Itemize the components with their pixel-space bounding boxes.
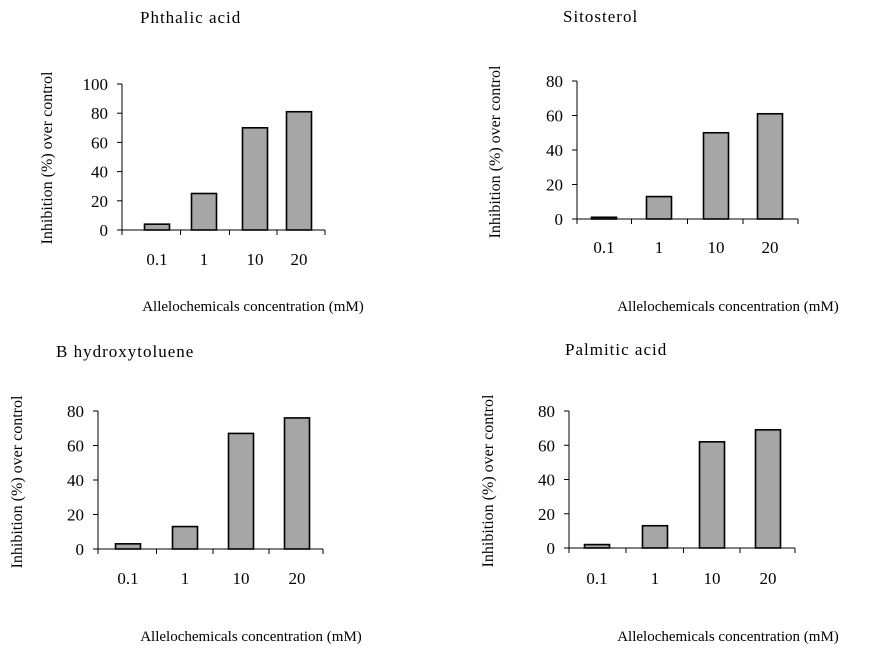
chart-4-bar-0 bbox=[583, 543, 611, 549]
chart-4-y-tick-label-2: 40 bbox=[538, 471, 555, 490]
chart-1-y-tick-label-1: 20 bbox=[91, 192, 108, 211]
chart-4-x-axis-label: Allelochemicals concentration (mM) bbox=[617, 629, 839, 645]
chart-2-title: Sitosterol bbox=[563, 7, 638, 26]
chart-3-x-tick-label-2: 10 bbox=[233, 569, 250, 588]
chart-3-y-tick-label-4: 80 bbox=[67, 402, 84, 421]
chart-2-y-tick-label-2: 40 bbox=[546, 141, 563, 160]
chart-2-y-tick-label-4: 80 bbox=[546, 72, 563, 91]
chart-3-x-tick-label-1: 1 bbox=[181, 569, 190, 588]
chart-3-bar-0 bbox=[114, 543, 142, 550]
chart-2-x-tick-label-1: 1 bbox=[655, 238, 664, 257]
chart-4-y-tick-label-3: 60 bbox=[538, 436, 555, 455]
chart-1-x-tick-label-3: 20 bbox=[291, 250, 308, 269]
chart-2: Sitosterol 0 20 40 60 80 0.1 1 10 20 Inhibition (%… bbox=[487, 7, 839, 315]
chart-2-y-axis-label: Inhibition (%) over control bbox=[487, 65, 504, 238]
chart-3-x-tick-label-0: 0.1 bbox=[117, 569, 138, 588]
chart-1-x-tick-label-0: 0.1 bbox=[146, 250, 167, 269]
chart-3-y-axis-label: Inhibition (%) over control bbox=[9, 395, 26, 568]
chart-1-x-tick-label-2: 10 bbox=[247, 250, 264, 269]
chart-2-x-axis-label: Allelochemicals concentration (mM) bbox=[617, 299, 839, 315]
chart-4: Palmitic acid 0 20 40 60 80 0.1 1 10 20 Inhibition… bbox=[480, 340, 839, 645]
chart-1-y-tick-label-4: 80 bbox=[91, 104, 108, 123]
chart-1-y-tick-label-0: 0 bbox=[100, 221, 109, 240]
chart-1: Phthalic acid 0 20 40 60 80 100 0.1 1 10 20 Inhibit… bbox=[39, 8, 364, 315]
chart-4-x-tick-label-0: 0.1 bbox=[586, 569, 607, 588]
chart-1-y-tick-label-5: 100 bbox=[83, 75, 109, 94]
chart-3-x-axis-label: Allelochemicals concentration (mM) bbox=[140, 629, 362, 645]
chart-3-x-tick-label-3: 20 bbox=[289, 569, 306, 588]
chart-4-x-tick-label-1: 1 bbox=[651, 569, 660, 588]
chart-1-y-axis-label: Inhibition (%) over control bbox=[39, 71, 56, 244]
chart-3: B hydroxytoluene 0 20 40 60 80 0.1 1 10 20 Inhibit… bbox=[9, 342, 362, 645]
chart-4-bar-2 bbox=[698, 441, 726, 549]
chart-3-y-tick-label-3: 60 bbox=[67, 437, 84, 456]
chart-3-title: B hydroxytoluene bbox=[56, 342, 194, 361]
chart-3-bar-2 bbox=[227, 432, 255, 550]
chart-1-bar-0 bbox=[143, 223, 171, 231]
chart-1-x-axis-label: Allelochemicals concentration (mM) bbox=[142, 299, 364, 315]
chart-2-x-tick-label-2: 10 bbox=[708, 238, 725, 257]
chart-3-y-tick-label-0: 0 bbox=[76, 540, 85, 559]
chart-4-bar-1 bbox=[641, 524, 669, 549]
chart-3-y-tick-label-2: 40 bbox=[67, 471, 84, 490]
chart-4-y-axis-label: Inhibition (%) over control bbox=[480, 394, 497, 567]
chart-1-y-tick-label-2: 40 bbox=[91, 163, 108, 182]
chart-2-bar-2 bbox=[702, 131, 730, 220]
chart-4-y-tick-label-1: 20 bbox=[538, 505, 555, 524]
chart-4-y-tick-label-4: 80 bbox=[538, 402, 555, 421]
chart-2-x-tick-label-3: 20 bbox=[762, 238, 779, 257]
chart-3-bar-3 bbox=[283, 417, 311, 550]
chart-2-bar-0 bbox=[590, 216, 618, 220]
chart-2-x-tick-label-0: 0.1 bbox=[593, 238, 614, 257]
chart-4-title: Palmitic acid bbox=[565, 340, 667, 359]
chart-1-title: Phthalic acid bbox=[140, 8, 241, 27]
chart-4-x-tick-label-2: 10 bbox=[704, 569, 721, 588]
chart-4-y-tick-label-0: 0 bbox=[547, 539, 556, 558]
chart-1-bar-1 bbox=[190, 192, 218, 231]
chart-4-bar-3 bbox=[754, 429, 782, 549]
chart-2-y-tick-label-1: 20 bbox=[546, 176, 563, 195]
chart-1-bar-3 bbox=[285, 110, 313, 231]
chart-3-bar-1 bbox=[171, 525, 199, 550]
chart-3-y-tick-label-1: 20 bbox=[67, 506, 84, 525]
chart-2-bar-1 bbox=[645, 195, 673, 220]
chart-2-y-tick-label-3: 60 bbox=[546, 107, 563, 126]
chart-1-y-tick-label-3: 60 bbox=[91, 133, 108, 152]
chart-4-x-tick-label-3: 20 bbox=[760, 569, 777, 588]
chart-2-y-tick-label-0: 0 bbox=[555, 210, 564, 229]
chart-2-bar-3 bbox=[756, 112, 784, 220]
chart-1-x-tick-label-1: 1 bbox=[200, 250, 209, 269]
chart-1-bar-2 bbox=[241, 127, 269, 231]
